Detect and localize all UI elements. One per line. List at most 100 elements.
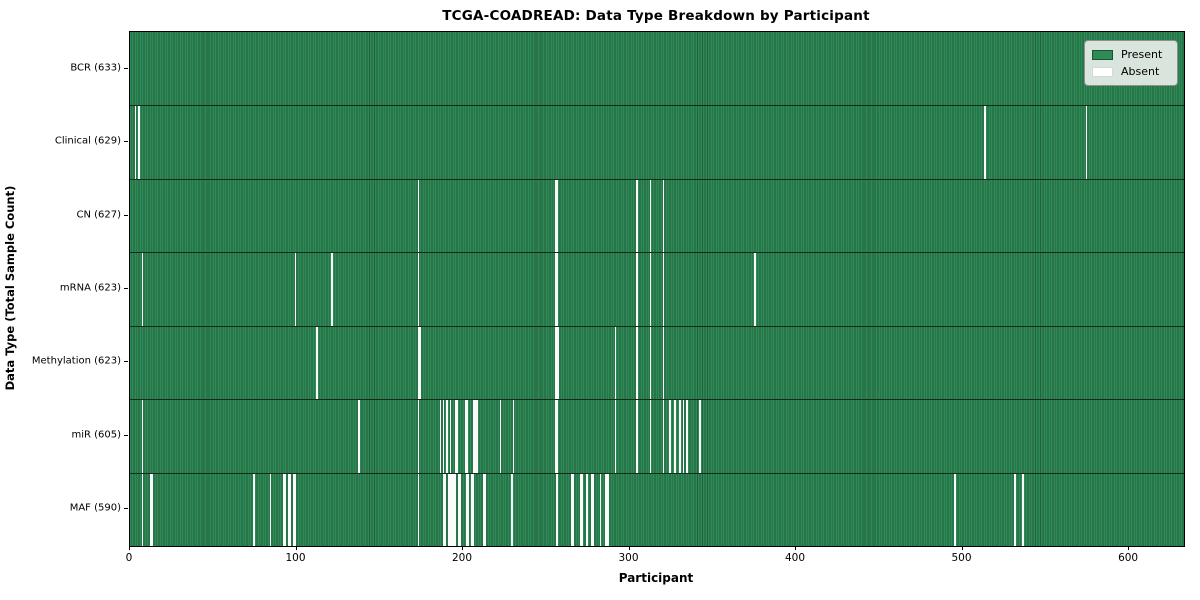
absent-swatch-icon bbox=[1092, 66, 1113, 77]
absent-stripe bbox=[269, 473, 272, 546]
y-tick bbox=[124, 361, 128, 363]
x-tick-label: 100 bbox=[285, 552, 306, 564]
row-label-MAF: MAF (590) bbox=[69, 502, 121, 514]
x-tick-label: 0 bbox=[125, 552, 133, 564]
absent-stripe bbox=[649, 253, 651, 326]
absent-stripe bbox=[511, 473, 513, 546]
x-tick-label: 400 bbox=[784, 552, 806, 564]
heatmap-row-miR bbox=[130, 399, 1184, 473]
absent-stripe bbox=[458, 473, 462, 546]
absent-stripe bbox=[449, 400, 452, 473]
x-tick bbox=[961, 546, 963, 550]
legend: Present Absent bbox=[1084, 40, 1178, 86]
heatmap-row-mRNA bbox=[130, 252, 1184, 326]
absent-stripe bbox=[662, 179, 665, 253]
absent-stripe bbox=[418, 473, 420, 546]
absent-stripe bbox=[141, 253, 144, 326]
absent-stripe bbox=[138, 106, 140, 179]
absent-stripe bbox=[483, 473, 487, 546]
heatmap-row-CN bbox=[130, 178, 1184, 253]
absent-stripe bbox=[699, 400, 701, 473]
absent-stripe bbox=[316, 326, 318, 400]
heatmap-row-Methylation bbox=[130, 325, 1184, 400]
row-label-Clinical: Clinical (629) bbox=[54, 135, 121, 147]
absent-stripe bbox=[662, 253, 665, 326]
absent-stripe bbox=[649, 400, 651, 473]
absent-stripe bbox=[649, 326, 651, 400]
absent-stripe bbox=[283, 473, 287, 546]
absent-stripe bbox=[331, 253, 333, 326]
absent-stripe bbox=[579, 473, 583, 546]
absent-stripe bbox=[669, 400, 671, 473]
x-tick-label: 600 bbox=[1118, 552, 1139, 564]
absent-stripe bbox=[554, 253, 558, 326]
absent-stripe bbox=[418, 326, 422, 400]
row-label-mRNA: mRNA (623) bbox=[59, 282, 121, 294]
absent-stripe bbox=[591, 473, 595, 546]
absent-stripe bbox=[604, 473, 610, 546]
x-tick-label: 200 bbox=[451, 552, 473, 564]
absent-stripe bbox=[448, 473, 457, 546]
heatmap-plot-area bbox=[129, 31, 1185, 547]
absent-stripe bbox=[954, 473, 956, 546]
x-tick bbox=[628, 546, 630, 550]
absent-stripe bbox=[1085, 106, 1088, 179]
x-tick bbox=[129, 546, 130, 550]
heatmap-row-BCR bbox=[130, 32, 1184, 106]
x-axis-label: Participant bbox=[618, 571, 694, 585]
absent-stripe bbox=[443, 400, 445, 473]
y-tick bbox=[124, 288, 128, 289]
heatmap-row-MAF bbox=[130, 472, 1184, 546]
absent-stripe bbox=[418, 179, 420, 253]
absent-stripe bbox=[636, 179, 638, 253]
absent-stripe bbox=[358, 400, 360, 473]
absent-stripe bbox=[464, 400, 468, 473]
absent-stripe bbox=[418, 400, 420, 473]
absent-stripe bbox=[984, 106, 986, 179]
absent-stripe bbox=[636, 253, 638, 326]
legend-label-present: Present bbox=[1121, 48, 1163, 61]
absent-stripe bbox=[1022, 473, 1024, 546]
absent-stripe bbox=[288, 473, 292, 546]
absent-stripe bbox=[662, 400, 665, 473]
absent-stripe bbox=[499, 400, 502, 473]
absent-stripe bbox=[253, 473, 255, 546]
absent-stripe bbox=[556, 473, 558, 546]
absent-stripe bbox=[682, 400, 685, 473]
absent-stripe bbox=[614, 400, 616, 473]
absent-stripe bbox=[754, 253, 756, 326]
absent-stripe bbox=[149, 473, 153, 546]
heatmap-row-Clinical bbox=[130, 105, 1184, 179]
absent-stripe bbox=[599, 473, 601, 546]
y-tick bbox=[124, 508, 128, 510]
legend-label-absent: Absent bbox=[1121, 65, 1160, 78]
absent-stripe bbox=[1014, 473, 1016, 546]
legend-entry-absent: Absent bbox=[1092, 63, 1170, 80]
absent-stripe bbox=[454, 400, 458, 473]
absent-stripe bbox=[439, 400, 442, 473]
x-tick-label: 300 bbox=[618, 552, 639, 564]
absent-stripe bbox=[679, 400, 681, 473]
absent-stripe bbox=[443, 473, 447, 546]
absent-stripe bbox=[446, 400, 448, 473]
absent-stripe bbox=[294, 253, 297, 326]
legend-entry-present: Present bbox=[1092, 46, 1170, 63]
x-tick bbox=[1128, 546, 1130, 550]
absent-stripe bbox=[636, 326, 638, 400]
absent-stripe bbox=[571, 473, 575, 546]
absent-stripe bbox=[471, 473, 475, 546]
y-tick bbox=[124, 67, 128, 69]
chart-title: TCGA-COADREAD: Data Type Breakdown by Pa… bbox=[442, 8, 870, 24]
absent-stripe bbox=[473, 400, 478, 473]
x-tick bbox=[795, 546, 796, 550]
row-label-Methylation: Methylation (623) bbox=[31, 355, 121, 367]
row-label-CN: CN (627) bbox=[76, 209, 121, 221]
absent-stripe bbox=[554, 179, 558, 253]
absent-stripe bbox=[636, 400, 638, 473]
absent-stripe bbox=[418, 253, 420, 326]
absent-stripe bbox=[141, 473, 144, 546]
absent-stripe bbox=[512, 400, 515, 473]
absent-stripe bbox=[662, 326, 665, 400]
absent-stripe bbox=[586, 473, 588, 546]
